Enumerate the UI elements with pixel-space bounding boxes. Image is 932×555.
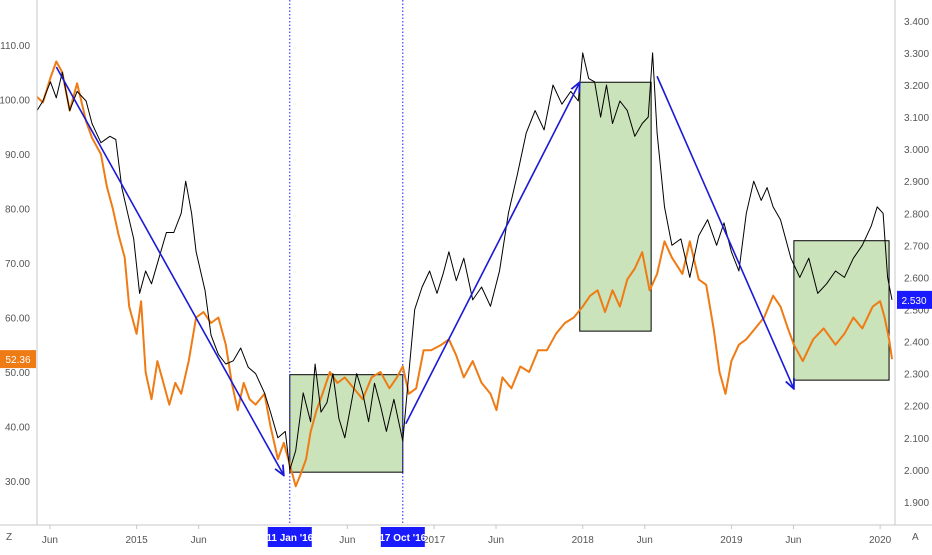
left-tick-label: 40.00 bbox=[5, 422, 30, 433]
value-tags: 11 Jan '16 17 Oct '16 52.36 2.530 bbox=[0, 290, 932, 547]
x-tick-label: 2017 bbox=[423, 535, 446, 546]
right-tick-label: 2.800 bbox=[904, 209, 929, 220]
left-tick-label: 90.00 bbox=[5, 150, 30, 161]
marker-date-label-1: 11 Jan '16 bbox=[266, 533, 313, 544]
highlight-box-3 bbox=[793, 240, 890, 381]
x-tick-label: 2019 bbox=[720, 535, 743, 546]
marker-date-label-2: 17 Oct '16 bbox=[379, 533, 426, 544]
marker-date-tag-2 bbox=[380, 527, 425, 547]
trend-arrow-2 bbox=[405, 82, 580, 425]
right-tick-label: 3.000 bbox=[904, 145, 929, 156]
x-tick-label: 2018 bbox=[572, 535, 595, 546]
x-tick-label: Jun bbox=[488, 535, 504, 546]
left-tick-label: 80.00 bbox=[5, 205, 30, 216]
right-tick-label: 1.900 bbox=[904, 498, 929, 509]
trend-arrow-3 bbox=[656, 75, 794, 389]
right-tick-label: 3.200 bbox=[904, 81, 929, 92]
left-tick-label: 110.00 bbox=[0, 41, 30, 52]
last-value-tag-left bbox=[0, 350, 36, 369]
corner-left-label: Z bbox=[6, 532, 12, 543]
right-tick-label: 2.600 bbox=[904, 273, 929, 284]
right-tick-label: 2.300 bbox=[904, 370, 929, 381]
highlight-box-1 bbox=[289, 374, 404, 473]
x-tick-label: Jun bbox=[785, 535, 801, 546]
left-tick-label: 30.00 bbox=[5, 477, 30, 488]
marker-date-tag-1 bbox=[267, 527, 312, 547]
highlight-boxes bbox=[289, 81, 890, 473]
x-tick-label: Jun bbox=[637, 535, 653, 546]
right-tick-label: 2.400 bbox=[904, 338, 929, 349]
x-tick-label: 2015 bbox=[126, 535, 149, 546]
right-tick-label: 2.100 bbox=[904, 434, 929, 445]
last-value-label-right: 2.530 bbox=[901, 296, 926, 307]
trend-arrow-1 bbox=[55, 66, 284, 475]
highlight-box-2 bbox=[579, 81, 652, 332]
x-tick-label: Jun bbox=[339, 535, 355, 546]
right-tick-label: 2.000 bbox=[904, 466, 929, 477]
series-lines bbox=[36, 52, 893, 488]
left-tick-label: 50.00 bbox=[5, 368, 30, 379]
right-tick-label: 3.100 bbox=[904, 113, 929, 124]
right-tick-label: 2.700 bbox=[904, 241, 929, 252]
x-tick-label: Jun bbox=[191, 535, 207, 546]
left-tick-label: 100.00 bbox=[0, 96, 30, 107]
left-tick-label: 60.00 bbox=[5, 314, 30, 325]
right-tick-label: 3.300 bbox=[904, 49, 929, 60]
trend-arrows bbox=[55, 66, 794, 475]
right-tick-label: 2.500 bbox=[904, 305, 929, 316]
left-tick-label: 70.00 bbox=[5, 259, 30, 270]
right-tick-label: 2.900 bbox=[904, 177, 929, 188]
right-tick-label: 3.400 bbox=[904, 17, 929, 28]
axis-labels: 30.00 40.00 50.00 60.00 70.00 80.00 90.00 100.0… bbox=[0, 17, 929, 546]
last-value-tag-right bbox=[897, 290, 932, 309]
x-tick-label: Jun bbox=[42, 535, 58, 546]
corner-right-label: A bbox=[912, 532, 919, 543]
right-tick-label: 2.200 bbox=[904, 402, 929, 413]
black-series-line bbox=[36, 52, 893, 471]
last-value-label-left: 52.36 bbox=[5, 355, 30, 366]
orange-series-line bbox=[36, 60, 893, 488]
x-tick-label: 2020 bbox=[869, 535, 892, 546]
axes bbox=[0, 0, 932, 526]
